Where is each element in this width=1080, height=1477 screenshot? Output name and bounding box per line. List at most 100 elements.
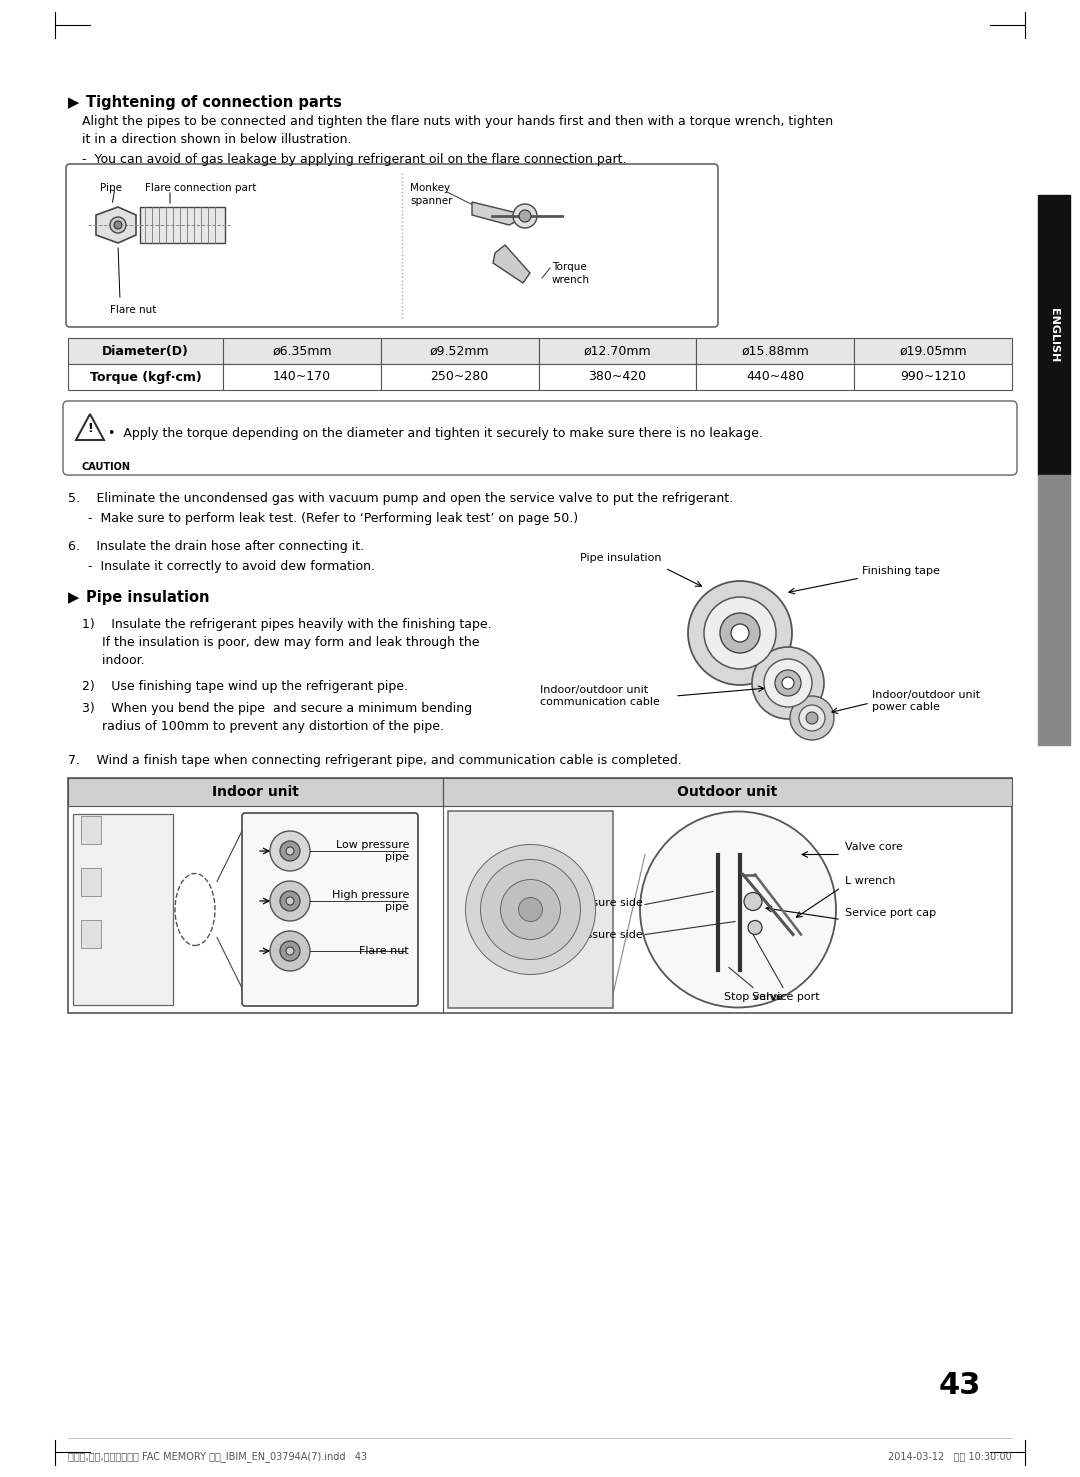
Polygon shape bbox=[96, 207, 136, 244]
Bar bbox=[539, 338, 697, 363]
Bar bbox=[697, 338, 854, 363]
Circle shape bbox=[518, 898, 542, 922]
Text: ø19.05mm: ø19.05mm bbox=[900, 344, 967, 357]
Text: High pressure
pipe: High pressure pipe bbox=[332, 891, 409, 911]
Text: High pressure side: High pressure side bbox=[539, 931, 643, 941]
Text: 6.  Insulate the drain hose after connecting it.: 6. Insulate the drain hose after connect… bbox=[68, 541, 364, 552]
Bar bbox=[68, 363, 222, 390]
Circle shape bbox=[704, 597, 777, 669]
Circle shape bbox=[465, 845, 595, 975]
Text: ▶: ▶ bbox=[68, 589, 90, 606]
Bar bbox=[222, 363, 381, 390]
Text: Flare nut: Flare nut bbox=[110, 304, 157, 315]
Circle shape bbox=[513, 204, 537, 227]
Text: 2014-03-12   오전 10:30:00: 2014-03-12 오전 10:30:00 bbox=[888, 1450, 1012, 1461]
Text: ▶: ▶ bbox=[68, 95, 90, 109]
Circle shape bbox=[110, 217, 126, 233]
Text: 380~420: 380~420 bbox=[589, 371, 647, 384]
Text: Valve core: Valve core bbox=[845, 842, 903, 852]
Bar bbox=[381, 363, 539, 390]
Text: Indoor/outdoor unit
communication cable: Indoor/outdoor unit communication cable bbox=[540, 685, 660, 707]
Bar bbox=[68, 778, 443, 806]
Text: ø6.35mm: ø6.35mm bbox=[272, 344, 332, 357]
Circle shape bbox=[280, 891, 300, 911]
Text: L wrench: L wrench bbox=[845, 876, 895, 886]
Text: 250~280: 250~280 bbox=[431, 371, 489, 384]
Bar bbox=[539, 363, 697, 390]
Polygon shape bbox=[76, 414, 104, 440]
Text: 440~480: 440~480 bbox=[746, 371, 805, 384]
Circle shape bbox=[688, 580, 792, 685]
Text: Pipe insulation: Pipe insulation bbox=[86, 589, 210, 606]
Text: Flare nut: Flare nut bbox=[360, 945, 409, 956]
Circle shape bbox=[720, 613, 760, 653]
Bar bbox=[448, 811, 613, 1007]
Bar bbox=[81, 920, 102, 948]
Text: 43: 43 bbox=[939, 1371, 982, 1400]
Circle shape bbox=[782, 676, 794, 688]
Bar bbox=[1038, 195, 1070, 476]
Circle shape bbox=[270, 832, 310, 871]
Bar bbox=[81, 815, 102, 843]
Bar bbox=[854, 363, 1012, 390]
Circle shape bbox=[806, 712, 818, 724]
FancyBboxPatch shape bbox=[63, 400, 1017, 476]
FancyBboxPatch shape bbox=[66, 164, 718, 326]
Circle shape bbox=[286, 897, 294, 905]
Text: Flare connection part: Flare connection part bbox=[145, 183, 256, 193]
Circle shape bbox=[481, 860, 581, 960]
Circle shape bbox=[280, 941, 300, 962]
Text: Monkey
spanner: Monkey spanner bbox=[410, 183, 453, 207]
Text: 3)  When you bend the pipe  and secure a minimum bending: 3) When you bend the pipe and secure a m… bbox=[82, 702, 472, 715]
Circle shape bbox=[270, 931, 310, 970]
Bar bbox=[1038, 476, 1070, 744]
Text: 7.  Wind a finish tape when connecting refrigerant pipe, and communication cable: 7. Wind a finish tape when connecting re… bbox=[68, 753, 681, 767]
Text: Indoor unit: Indoor unit bbox=[212, 784, 299, 799]
Circle shape bbox=[731, 623, 750, 642]
Circle shape bbox=[744, 892, 762, 910]
Circle shape bbox=[799, 705, 825, 731]
Circle shape bbox=[280, 840, 300, 861]
Text: -  Insulate it correctly to avoid dew formation.: - Insulate it correctly to avoid dew for… bbox=[87, 560, 375, 573]
Circle shape bbox=[519, 210, 531, 222]
Circle shape bbox=[748, 920, 762, 935]
Text: 990~1210: 990~1210 bbox=[900, 371, 966, 384]
Bar bbox=[68, 338, 222, 363]
Text: Service port cap: Service port cap bbox=[845, 907, 936, 917]
Bar bbox=[81, 868, 102, 897]
Text: Finishing tape: Finishing tape bbox=[862, 566, 940, 576]
Text: !: ! bbox=[87, 422, 93, 436]
Bar bbox=[68, 778, 1012, 1013]
Polygon shape bbox=[492, 245, 530, 284]
Circle shape bbox=[775, 671, 801, 696]
Bar bbox=[381, 338, 539, 363]
Text: Pipe: Pipe bbox=[100, 183, 122, 193]
Text: ENGLISH: ENGLISH bbox=[1049, 307, 1059, 362]
Text: Torque
wrench: Torque wrench bbox=[552, 261, 590, 285]
Text: 140~170: 140~170 bbox=[273, 371, 330, 384]
Text: If the insulation is poor, dew may form and leak through the: If the insulation is poor, dew may form … bbox=[82, 637, 480, 648]
Text: Diameter(D): Diameter(D) bbox=[103, 344, 189, 357]
Text: ø12.70mm: ø12.70mm bbox=[583, 344, 651, 357]
Text: Stop valve: Stop valve bbox=[724, 991, 782, 1001]
Circle shape bbox=[764, 659, 812, 707]
Text: 사우디,인도,나이지리아항 FAC MEMORY 냉방_IBIM_EN_03794A(7).indd   43: 사우디,인도,나이지리아항 FAC MEMORY 냉방_IBIM_EN_0379… bbox=[68, 1450, 367, 1462]
Text: Indoor/outdoor unit
power cable: Indoor/outdoor unit power cable bbox=[872, 690, 981, 712]
FancyBboxPatch shape bbox=[242, 812, 418, 1006]
Circle shape bbox=[640, 811, 836, 1007]
Text: Torque (kgf·cm): Torque (kgf·cm) bbox=[90, 371, 201, 384]
Bar bbox=[140, 207, 225, 244]
Text: Low pressure
pipe: Low pressure pipe bbox=[336, 840, 409, 861]
Text: ø15.88mm: ø15.88mm bbox=[742, 344, 809, 357]
Text: Service port: Service port bbox=[752, 991, 820, 1001]
Circle shape bbox=[286, 947, 294, 956]
Text: Outdoor unit: Outdoor unit bbox=[677, 784, 778, 799]
Bar bbox=[443, 778, 1012, 806]
Bar bbox=[73, 814, 173, 1004]
Text: Low pressure side: Low pressure side bbox=[543, 898, 643, 908]
Text: 5.  Eliminate the uncondensed gas with vacuum pump and open the service valve to: 5. Eliminate the uncondensed gas with va… bbox=[68, 492, 733, 505]
Text: -  Make sure to perform leak test. (Refer to ‘Performing leak test’ on page 50.): - Make sure to perform leak test. (Refer… bbox=[87, 513, 578, 524]
Circle shape bbox=[270, 880, 310, 922]
Polygon shape bbox=[472, 202, 519, 225]
Text: CAUTION: CAUTION bbox=[82, 462, 131, 473]
